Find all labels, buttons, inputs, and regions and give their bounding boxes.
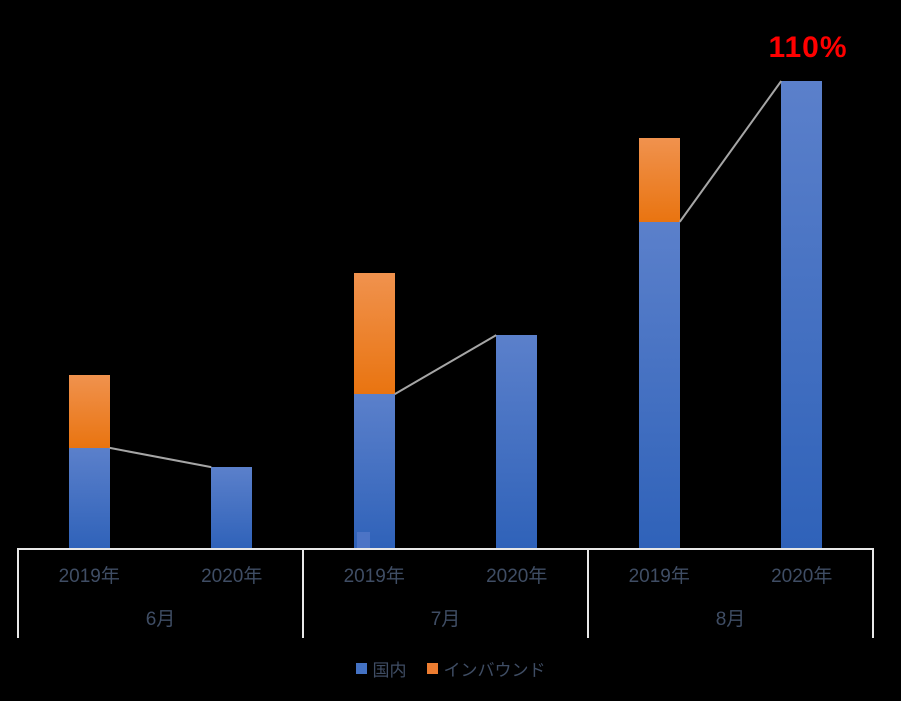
legend: 国内 インバウンド <box>0 655 901 681</box>
year-label-jun-2020: 2020年 <box>201 566 263 587</box>
growth-annotation: 110% <box>768 31 848 64</box>
bar-domestic-aug-2020 <box>781 81 823 549</box>
bar-inbound-jun-2019 <box>68 374 110 448</box>
bar-domestic-jun-2019 <box>68 447 110 549</box>
legend-item-inbound: インバウンド <box>426 656 546 681</box>
year-label-jun-2019: 2019年 <box>58 566 120 587</box>
year-label-jul-2019: 2019年 <box>343 566 405 587</box>
bar-domestic-jul-2020 <box>496 335 538 549</box>
month-label-jul: 7月 <box>430 609 461 630</box>
table-divider-1 <box>302 548 304 638</box>
axis-line <box>18 548 873 550</box>
bar-domestic-aug-2019 <box>638 221 680 549</box>
legend-label: インバウンド <box>443 660 546 680</box>
bar-domestic-jun-2020 <box>211 467 253 549</box>
bar-inbound-jul-2019 <box>353 272 395 395</box>
year-label-jul-2020: 2020年 <box>486 566 548 587</box>
legend-label: 国内 <box>372 660 407 680</box>
bar-domestic-jul-2019 <box>353 394 395 549</box>
legend-item-domestic: 国内 <box>355 656 407 681</box>
selection-artifact <box>357 532 370 549</box>
table-divider-0 <box>17 548 19 638</box>
year-label-aug-2019: 2019年 <box>628 566 690 587</box>
bar-inbound-aug-2019 <box>638 138 680 222</box>
legend-swatch-icon <box>355 662 367 674</box>
table-divider-2 <box>587 548 589 638</box>
legend-swatch-icon <box>426 662 438 674</box>
year-label-aug-2020: 2020年 <box>771 566 833 587</box>
month-label-jun: 6月 <box>145 609 176 630</box>
month-label-aug: 8月 <box>715 609 746 630</box>
table-divider-3 <box>872 548 874 638</box>
